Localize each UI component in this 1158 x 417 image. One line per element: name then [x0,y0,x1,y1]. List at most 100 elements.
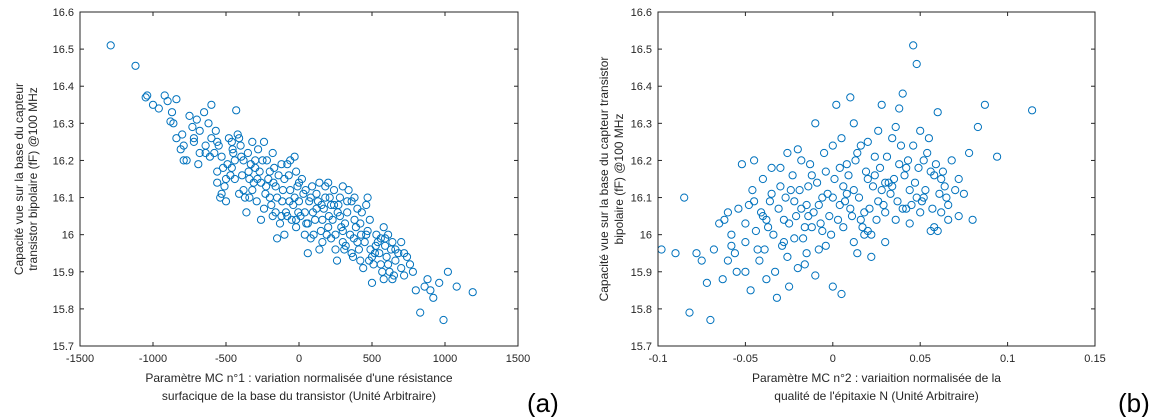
scatter-panel-b: -0.1 -0.05 0 0.05 0.1 0.15 15.7 15.8 15.9 16 16.1 1… [597,7,1150,417]
y-axis-label-a-line1: Capacité vue sur la base du capteur [12,83,26,275]
data-point [951,186,960,195]
data-point [807,171,816,180]
data-point [895,160,904,169]
data-point [106,41,115,50]
data-point [877,186,886,195]
data-point [420,282,429,291]
data-point [772,293,782,302]
data-point [870,152,879,161]
data-point [903,156,913,165]
data-point [1028,106,1037,115]
axes-box-b [657,11,1096,347]
x-axis-label-b-line2: qualité de l'épitaxie N (Unité Arbitrair… [774,389,978,403]
data-point [405,260,415,269]
data-point [804,212,813,221]
data-point [185,111,194,121]
data-point [265,167,274,176]
data-point [954,212,963,221]
data-point [868,182,878,191]
data-point [232,106,241,115]
data-point [806,160,815,169]
data-point [820,148,829,158]
data-point [764,223,773,232]
data-point [898,89,907,98]
data-point [274,171,283,180]
data-point [329,186,339,195]
data-point [879,200,888,210]
data-point [439,315,448,325]
data-point [753,245,762,254]
data-point [322,230,331,239]
data-point [363,226,372,236]
y-tick-label: 16 [62,230,74,242]
data-point [468,288,477,297]
data-point [365,215,374,224]
data-point [384,230,393,239]
data-point [776,163,785,172]
data-point [697,256,706,265]
data-point [741,238,750,247]
data-point [338,238,347,247]
data-point [757,208,766,217]
data-point [771,267,780,276]
data-point [685,308,694,317]
x-tick-label: -1500 [66,353,94,365]
data-point [429,293,438,302]
data-point [278,186,287,195]
data-point [391,245,400,254]
y-tick-label: 16.4 [631,81,652,93]
data-point [874,126,883,135]
data-point [935,189,944,198]
data-point [376,234,385,243]
data-point [947,156,956,165]
data-point [353,204,362,213]
y-tick-label: 16.5 [53,44,74,56]
data-point [896,141,906,150]
data-point [968,215,977,224]
data-point [244,167,253,176]
data-point [359,264,368,273]
data-point [283,212,292,221]
data-point [400,249,409,258]
data-point [993,152,1002,161]
data-point [311,215,320,224]
data-point [169,119,178,128]
data-point [891,122,900,132]
y-tick-label: 16.2 [631,155,652,167]
data-point [331,230,340,239]
x-axis-label-a-line1: Paramètre MC n°1 : variation normalisée … [145,371,453,385]
data-point [411,286,420,295]
data-point [267,200,276,210]
data-point [332,256,342,265]
data-point [937,208,946,217]
data-point [273,234,282,243]
ticks-b: -0.1 -0.05 0 0.05 0.1 0.15 15.7 15.8 15.9 16 16.1 1… [631,7,1106,365]
data-point [965,148,974,158]
data-point [776,182,785,191]
data-point [294,208,303,217]
data-point [741,219,750,228]
data-point [748,186,757,195]
data-point [176,145,185,154]
data-point [408,267,417,276]
data-point [280,174,289,184]
data-point [256,215,266,224]
y-tick-label: 15.7 [53,341,74,353]
data-point [350,193,359,202]
data-point [285,197,294,206]
data-point [315,245,324,254]
data-point [452,282,461,291]
data-point [800,260,809,269]
data-point [746,286,755,295]
data-point [207,134,216,143]
data-point [723,256,733,265]
data-point [825,212,834,221]
data-point [340,219,350,228]
data-point [723,208,733,217]
data-point [814,200,823,210]
data-point [944,215,953,224]
data-point [363,193,372,202]
data-point [730,249,740,258]
panel-label-a: (a) [527,388,559,417]
data-point [833,215,843,224]
